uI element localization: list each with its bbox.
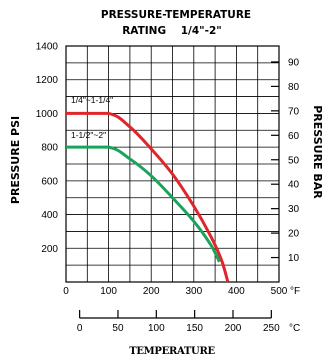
- y2-tick-label: 40: [288, 180, 300, 191]
- series-label: 1/4"~1-1/4": [71, 95, 113, 105]
- y-tick-label: 200: [41, 244, 58, 255]
- x2-tick-label: 200: [225, 323, 242, 334]
- y2-tick-label: 90: [288, 57, 300, 68]
- x-unit-label: °F: [290, 286, 300, 297]
- y2-tick-label: 80: [288, 82, 300, 93]
- x2-tick-label: 250: [263, 323, 280, 334]
- y2-axis-label: PRESSURE BAR: [311, 105, 324, 199]
- grid: [65, 45, 280, 283]
- series-lines: 1/4"~1-1/4" 1-1/2"~2": [66, 95, 230, 283]
- y2-tick-label: 50: [288, 155, 300, 166]
- y2-tick-marks: 10 20 30 40 50 60 70 80 90: [271, 57, 300, 264]
- y-tick-labels: 200 400 600 800 1000 1200 1400: [36, 42, 59, 255]
- x2-tick-label: 0: [77, 323, 83, 334]
- y2-tick-label: 20: [288, 229, 300, 240]
- y-tick-label: 1400: [36, 42, 59, 53]
- x-axis-label: TEMPERATURE: [129, 346, 215, 357]
- x-tick-label: 500: [271, 286, 288, 297]
- y-tick-label: 800: [41, 143, 58, 154]
- x-tick-label: 400: [228, 286, 245, 297]
- x-tick-label: 100: [100, 286, 117, 297]
- y-tick-label: 600: [41, 176, 58, 187]
- x-tick-labels: 0 100 200 300 400 500: [63, 286, 288, 297]
- y-tick-label: 1200: [36, 75, 59, 86]
- y-tick-label: 1000: [36, 109, 59, 120]
- y2-tick-label: 70: [288, 106, 300, 117]
- chart-title-line2: RATING 1/4"-2": [122, 25, 222, 37]
- x-tick-label: 200: [143, 286, 160, 297]
- series-line: [66, 111, 230, 283]
- x2-tick-label: 100: [148, 323, 165, 334]
- x-tick-label: 300: [185, 286, 202, 297]
- y2-tick-label: 10: [288, 253, 300, 264]
- celsius-axis: 0 50 100 150 200 250: [77, 310, 280, 334]
- x2-tick-label: 150: [186, 323, 203, 334]
- x-tick-label: 0: [63, 286, 69, 297]
- x2-tick-label: 50: [112, 323, 124, 334]
- chart-title-line1: PRESSURE-TEMPERATURE: [101, 9, 251, 21]
- x2-unit-label: °C: [289, 323, 300, 334]
- y2-tick-label: 60: [288, 131, 300, 142]
- y-tick-label: 400: [41, 210, 58, 221]
- series-line: [66, 145, 221, 263]
- y-axis-label: PRESSURE PSI: [9, 116, 22, 204]
- y2-tick-label: 30: [288, 204, 300, 215]
- series-label: 1-1/2"~2": [71, 130, 106, 140]
